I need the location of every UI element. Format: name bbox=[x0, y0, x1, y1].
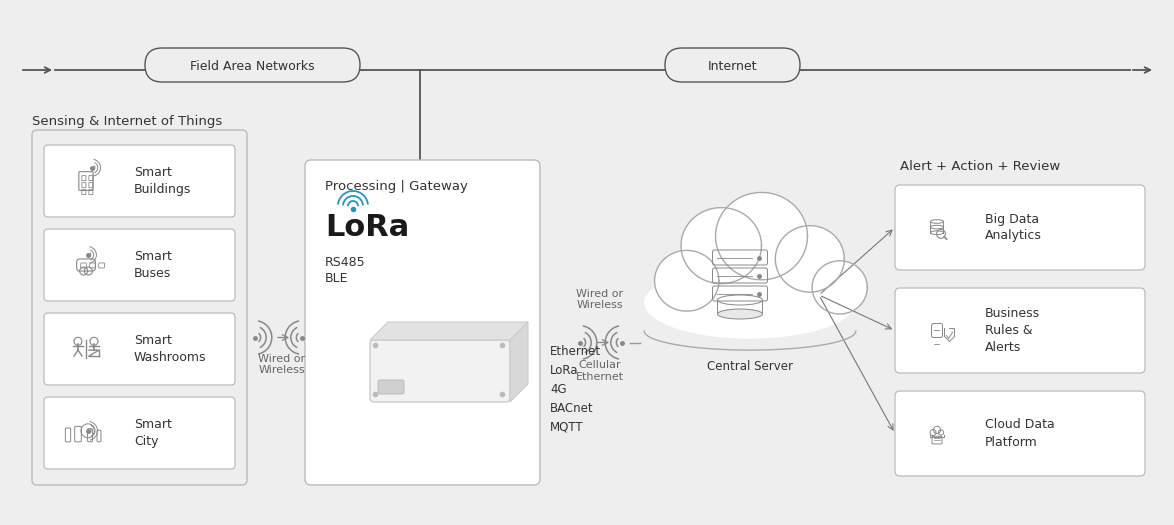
FancyBboxPatch shape bbox=[378, 380, 404, 394]
Text: MQTT: MQTT bbox=[549, 421, 583, 434]
Text: Smart
Buildings: Smart Buildings bbox=[134, 166, 191, 196]
Text: Smart
Washrooms: Smart Washrooms bbox=[134, 334, 207, 364]
Ellipse shape bbox=[775, 226, 844, 292]
Text: Ethernet: Ethernet bbox=[549, 345, 601, 358]
Text: Central Server: Central Server bbox=[707, 361, 792, 373]
Ellipse shape bbox=[645, 267, 856, 339]
Ellipse shape bbox=[715, 192, 808, 280]
Ellipse shape bbox=[655, 250, 718, 311]
Text: 4G: 4G bbox=[549, 383, 567, 396]
Text: BACnet: BACnet bbox=[549, 402, 594, 415]
FancyBboxPatch shape bbox=[305, 160, 540, 485]
Text: Internet: Internet bbox=[708, 59, 757, 72]
FancyBboxPatch shape bbox=[43, 397, 235, 469]
FancyBboxPatch shape bbox=[664, 48, 799, 82]
Text: RS485: RS485 bbox=[325, 256, 365, 269]
FancyBboxPatch shape bbox=[43, 229, 235, 301]
FancyBboxPatch shape bbox=[32, 130, 247, 485]
FancyBboxPatch shape bbox=[895, 391, 1145, 476]
Polygon shape bbox=[510, 322, 528, 402]
FancyBboxPatch shape bbox=[370, 340, 510, 402]
Ellipse shape bbox=[681, 207, 762, 284]
Text: LoRa: LoRa bbox=[325, 214, 410, 243]
Text: Wired or
Wireless: Wired or Wireless bbox=[258, 353, 305, 375]
FancyBboxPatch shape bbox=[895, 185, 1145, 270]
FancyBboxPatch shape bbox=[43, 313, 235, 385]
Text: Field Area Networks: Field Area Networks bbox=[190, 59, 315, 72]
Text: LoRa: LoRa bbox=[549, 364, 579, 377]
FancyBboxPatch shape bbox=[146, 48, 360, 82]
Text: Cellular
Ethernet: Cellular Ethernet bbox=[576, 361, 625, 382]
Text: Business
Rules &
Alerts: Business Rules & Alerts bbox=[985, 307, 1040, 354]
Text: Processing | Gateway: Processing | Gateway bbox=[325, 180, 468, 193]
Text: Wired or
Wireless: Wired or Wireless bbox=[576, 289, 623, 310]
Polygon shape bbox=[370, 322, 528, 340]
Text: BLE: BLE bbox=[325, 272, 349, 285]
FancyBboxPatch shape bbox=[43, 145, 235, 217]
Ellipse shape bbox=[812, 261, 868, 314]
Text: Cloud Data
Platform: Cloud Data Platform bbox=[985, 418, 1054, 448]
Text: Alert + Action + Review: Alert + Action + Review bbox=[900, 160, 1060, 173]
Text: Sensing & Internet of Things: Sensing & Internet of Things bbox=[32, 115, 222, 128]
FancyBboxPatch shape bbox=[895, 288, 1145, 373]
Ellipse shape bbox=[717, 309, 762, 319]
Text: Big Data
Analytics: Big Data Analytics bbox=[985, 213, 1041, 243]
Text: Smart
City: Smart City bbox=[134, 418, 171, 448]
Text: Smart
Buses: Smart Buses bbox=[134, 250, 171, 280]
